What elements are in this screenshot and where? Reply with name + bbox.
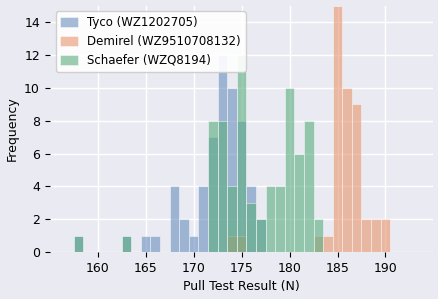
Bar (217, 120, 227, 252)
Bar (351, 104, 360, 252)
Bar (198, 186, 208, 252)
Bar (342, 88, 351, 252)
Bar (303, 120, 313, 252)
Bar (332, 6, 342, 252)
Bar (141, 236, 150, 252)
Bar (265, 186, 275, 252)
Y-axis label: Frequency: Frequency (6, 97, 18, 161)
Bar (217, 55, 227, 252)
Bar (208, 137, 217, 252)
Bar (179, 219, 188, 252)
Bar (188, 236, 198, 252)
Bar (236, 236, 246, 252)
Bar (380, 219, 389, 252)
Bar (246, 203, 255, 252)
Bar (246, 186, 255, 252)
Bar (322, 236, 332, 252)
Bar (236, 55, 246, 252)
Bar (275, 186, 284, 252)
Bar (121, 236, 131, 252)
Bar (255, 219, 265, 252)
Bar (313, 219, 322, 252)
Bar (284, 88, 293, 252)
Bar (227, 186, 236, 252)
Bar (370, 219, 380, 252)
Bar (360, 219, 370, 252)
Bar (169, 186, 179, 252)
X-axis label: Pull Test Result (N): Pull Test Result (N) (183, 280, 299, 293)
Legend: Tyco (WZ1202705), Demirel (WZ9510708132), Schaefer (WZQ8194): Tyco (WZ1202705), Demirel (WZ9510708132)… (56, 11, 245, 72)
Bar (121, 236, 131, 252)
Bar (293, 153, 303, 252)
Bar (313, 236, 322, 252)
Bar (227, 88, 236, 252)
Bar (150, 236, 160, 252)
Bar (255, 219, 265, 252)
Bar (236, 120, 246, 252)
Bar (227, 236, 236, 252)
Bar (74, 236, 83, 252)
Bar (74, 236, 83, 252)
Bar (208, 120, 217, 252)
